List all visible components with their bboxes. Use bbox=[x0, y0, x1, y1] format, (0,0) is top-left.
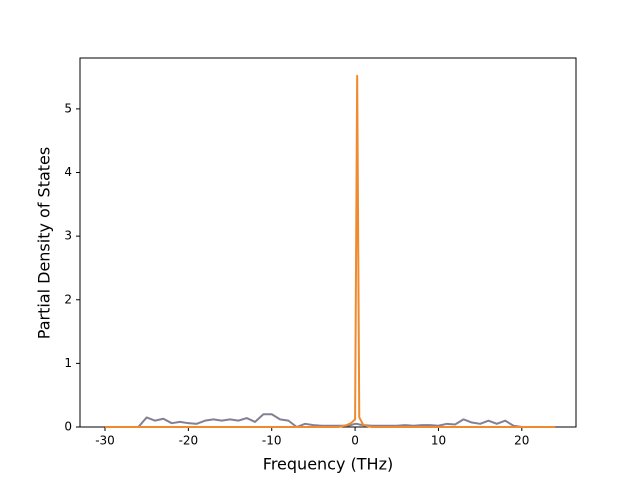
x-tick-label: 20 bbox=[514, 434, 529, 448]
y-tick-label: 1 bbox=[64, 356, 72, 370]
plot-frame bbox=[79, 57, 577, 428]
x-axis-label: Frequency (THz) bbox=[263, 455, 393, 474]
series-line bbox=[105, 413, 556, 428]
y-tick-label: 4 bbox=[64, 165, 72, 179]
y-tick-label: 3 bbox=[64, 229, 72, 243]
x-tick-label: 0 bbox=[351, 434, 359, 448]
y-tick-label: 2 bbox=[64, 292, 72, 306]
y-axis-label: Partial Density of States bbox=[35, 147, 54, 339]
series-line bbox=[105, 74, 556, 428]
y-tick-label: 0 bbox=[64, 420, 72, 434]
x-tick-label: -30 bbox=[95, 434, 115, 448]
x-tick-label: -20 bbox=[179, 434, 199, 448]
y-tick-label: 5 bbox=[64, 101, 72, 115]
x-tick-label: -10 bbox=[262, 434, 282, 448]
x-tick-label: 10 bbox=[431, 434, 446, 448]
